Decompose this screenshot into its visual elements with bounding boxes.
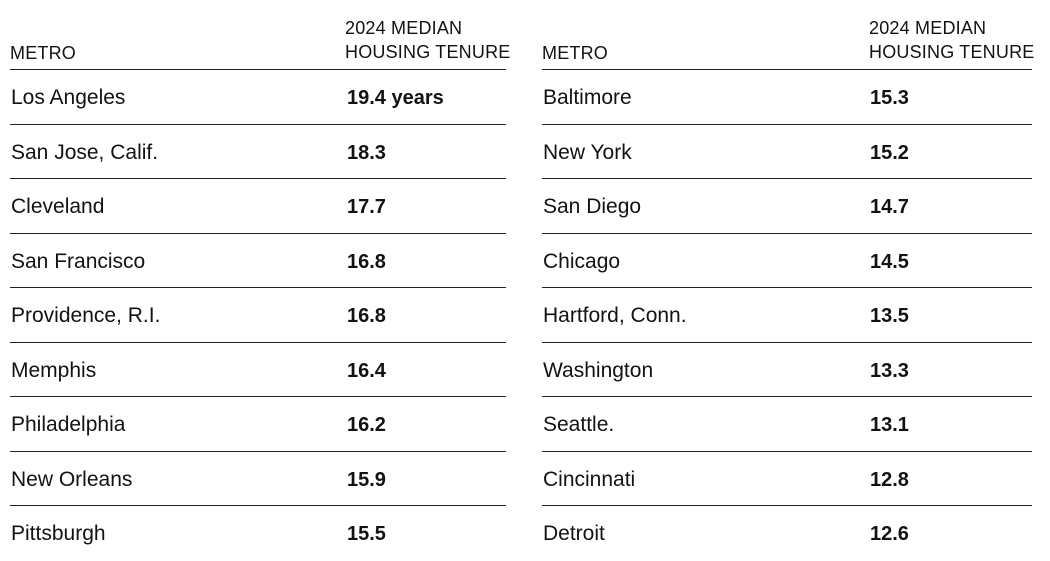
metro-name: Seattle. [543, 413, 615, 436]
metro-name: San Diego [543, 195, 642, 218]
metro-name: Los Angeles [11, 86, 126, 109]
tenure-number: 14.5 [870, 250, 909, 273]
metro-column-header: METRO [542, 43, 608, 63]
tenure-table-left: METRO 2024 MEDIAN HOUSING TENURE Los Ang… [10, 0, 510, 561]
metro-name: Washington [543, 358, 654, 382]
metro-name: Cincinnati [543, 467, 636, 491]
table-row: Baltimore 15.3 [542, 70, 1032, 125]
tenure-value: 16.4 [347, 359, 386, 383]
tenure-value: 16.8 [347, 304, 386, 328]
tenure-value: 15.3 [870, 86, 909, 110]
tenure-value: 15.2 [870, 141, 909, 165]
table-row: Pittsburgh 15.5 [10, 506, 506, 561]
table-row: Seattle. 13.1 [542, 397, 1032, 452]
metro-name: Chicago [543, 249, 621, 273]
tenure-value: 13.5 [870, 304, 909, 328]
tenure-column-header: 2024 MEDIAN HOUSING TENURE [345, 16, 511, 64]
table-row: Cincinnati 12.8 [542, 452, 1032, 506]
metro-name: Baltimore [543, 86, 632, 109]
tenure-value: 15.9 [347, 468, 386, 492]
tenure-value: 16.2 [347, 413, 386, 437]
table-row: Los Angeles 19.4 years [10, 70, 506, 125]
metro-column-header: METRO [10, 43, 76, 63]
metro-name: Pittsburgh [11, 522, 106, 545]
metro-name: Detroit [543, 522, 605, 545]
table-row: Cleveland 17.7 [10, 179, 506, 234]
table-row: New Orleans 15.9 [10, 452, 506, 506]
tenure-number: 19.4 [347, 87, 386, 109]
tenure-number: 13.1 [870, 414, 909, 436]
tenure-number: 12.6 [870, 523, 909, 545]
metro-name: New Orleans [11, 467, 133, 491]
tenure-number: 17.7 [347, 196, 386, 218]
metro-name: New York [543, 140, 632, 164]
tenure-number: 15.9 [347, 468, 386, 491]
table-body: Baltimore 15.3 New York 15.2 San Diego 14.7 Ch… [542, 70, 1032, 561]
table-header: METRO 2024 MEDIAN HOUSING TENURE [542, 0, 1035, 70]
tenure-header-line-1: 2024 MEDIAN [869, 18, 987, 38]
tenure-number: 18.3 [347, 141, 386, 164]
tenure-value: 18.3 [347, 141, 386, 165]
table-row: San Diego 14.7 [542, 179, 1032, 234]
table-row: New York 15.2 [542, 125, 1032, 179]
table-header: METRO 2024 MEDIAN HOUSING TENURE [10, 0, 510, 70]
metro-name: San Francisco [11, 249, 146, 273]
table-row: Providence, R.I. 16.8 [10, 288, 506, 343]
tenure-value: 12.6 [870, 522, 909, 546]
metro-name: Memphis [11, 358, 97, 382]
metro-name: Philadelphia [11, 413, 126, 436]
metro-name: Providence, R.I. [11, 304, 161, 327]
tenure-value: 13.1 [870, 413, 909, 437]
tenure-value: 14.7 [870, 195, 909, 219]
tenure-number: 16.2 [347, 414, 386, 436]
metro-name: San Jose, Calif. [11, 140, 159, 164]
tenure-table-right: METRO 2024 MEDIAN HOUSING TENURE Baltimo… [542, 0, 1035, 561]
tenure-number: 14.7 [870, 196, 909, 218]
table-row: Detroit 12.6 [542, 506, 1032, 561]
tenure-header-line-1: 2024 MEDIAN [345, 18, 463, 38]
tenure-number: 13.3 [870, 359, 909, 382]
metro-name: Cleveland [11, 195, 105, 218]
tenure-value: 12.8 [870, 468, 909, 492]
table-row: San Jose, Calif. 18.3 [10, 125, 506, 179]
tenure-header-line-2: HOUSING TENURE [345, 42, 511, 62]
tenure-value: 16.8 [347, 250, 386, 274]
tenure-number: 16.8 [347, 305, 386, 327]
table-row: Washington 13.3 [542, 343, 1032, 397]
tenure-number: 15.5 [347, 523, 386, 545]
table-row: Philadelphia 16.2 [10, 397, 506, 452]
tenure-value: 14.5 [870, 250, 909, 274]
tenure-value: 19.4 years [347, 86, 444, 110]
tenure-number: 15.2 [870, 141, 909, 164]
tenure-number: 12.8 [870, 468, 909, 491]
table-row: Chicago 14.5 [542, 234, 1032, 288]
table-row: Hartford, Conn. 13.5 [542, 288, 1032, 343]
tenure-number: 13.5 [870, 305, 909, 327]
table-body: Los Angeles 19.4 years San Jose, Calif. 18.… [10, 70, 506, 561]
tenure-value: 13.3 [870, 359, 909, 383]
metro-name: Hartford, Conn. [543, 304, 687, 327]
tenure-number: 16.4 [347, 359, 386, 382]
tenure-unit: years [391, 87, 444, 109]
tenure-number: 16.8 [347, 250, 386, 273]
tenure-value: 17.7 [347, 195, 386, 219]
table-row: San Francisco 16.8 [10, 234, 506, 288]
tenure-number: 15.3 [870, 87, 909, 109]
tenure-value: 15.5 [347, 522, 386, 546]
table-row: Memphis 16.4 [10, 343, 506, 397]
tenure-header-line-2: HOUSING TENURE [869, 42, 1035, 62]
tenure-column-header: 2024 MEDIAN HOUSING TENURE [869, 16, 1035, 64]
